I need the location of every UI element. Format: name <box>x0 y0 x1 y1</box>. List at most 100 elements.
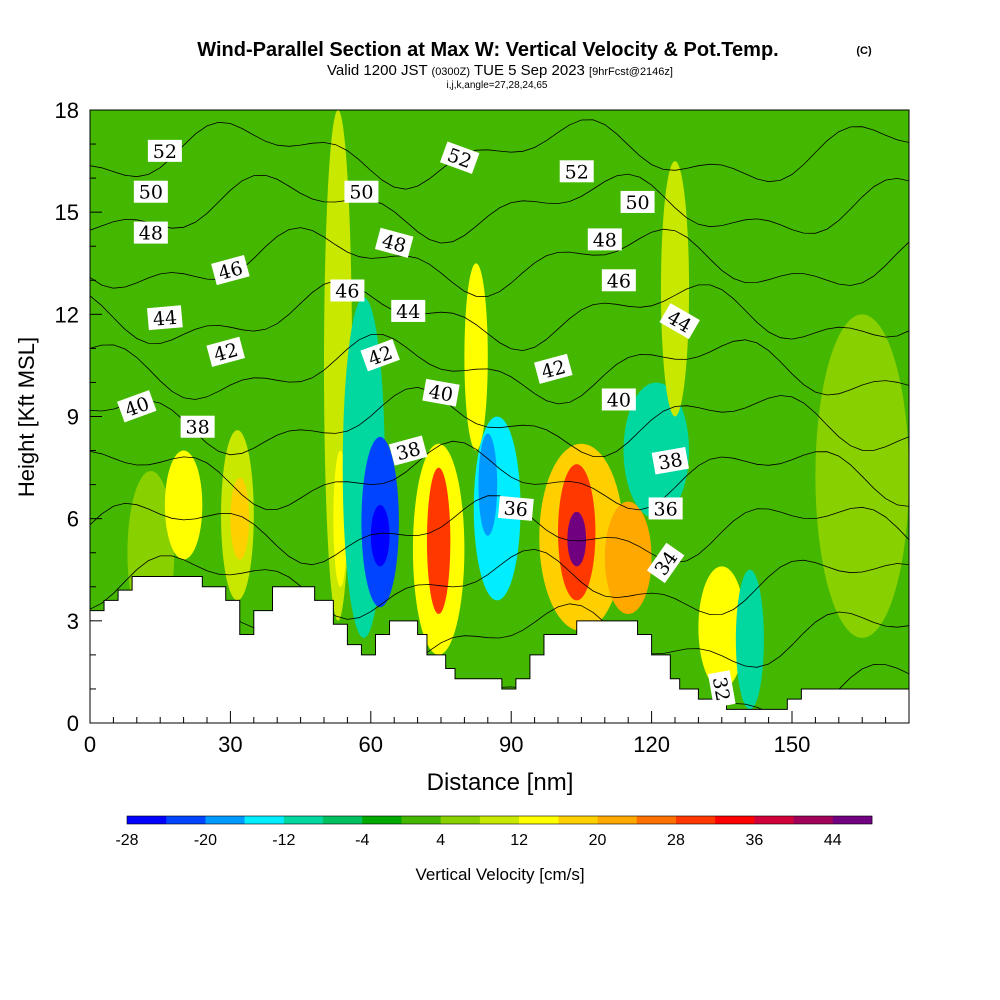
colorbar-swatch <box>558 816 598 824</box>
contour-label-text: 52 <box>153 141 177 163</box>
colorbar-tick-label: 12 <box>510 832 528 849</box>
contour-label-box <box>708 670 736 708</box>
colorbar-swatch <box>440 816 481 824</box>
colorbar: -28 -20 -12 -4 4 12 20 28 36 44 <box>115 815 873 849</box>
contour-label-text: 44 <box>152 307 178 331</box>
contour-label-box <box>211 255 250 286</box>
colorbar-tick-label: -4 <box>355 832 369 849</box>
contour-label-box <box>422 378 460 407</box>
contour-label-box <box>587 228 622 251</box>
y-tick-label: 15 <box>55 200 79 225</box>
contour-label-box <box>133 221 168 244</box>
colorbar-swatch <box>636 816 677 824</box>
contour-label-box <box>648 497 683 520</box>
contour-label-text: 48 <box>593 229 617 251</box>
contour-label-box <box>601 388 636 411</box>
contour-label-box <box>180 415 215 438</box>
velocity-cell <box>567 511 587 567</box>
colorbar-tick-label: 20 <box>589 832 607 849</box>
contour-label: 48 <box>587 228 622 251</box>
contour-label: 52 <box>147 139 182 163</box>
colorbar-swatch <box>401 816 441 824</box>
contour-label-box <box>133 180 168 203</box>
forecast-info: [9hrFcst@2146z] <box>589 66 673 78</box>
contour-label-text: 38 <box>657 449 685 475</box>
contour-label: 36 <box>497 496 534 521</box>
contour-label-box <box>497 496 534 521</box>
contour-label-box <box>646 542 685 584</box>
contour-label-box <box>559 160 594 183</box>
copyright-mark: (C) <box>856 45 872 57</box>
contour-label-text: 40 <box>427 381 455 407</box>
contour-label: 38 <box>651 446 689 475</box>
terrain <box>90 576 909 723</box>
contour-label-box <box>651 446 689 475</box>
contour-label-box <box>206 336 245 367</box>
contour-label: 50 <box>344 180 379 204</box>
contour-label-box <box>439 141 480 174</box>
velocity-cell <box>164 450 203 560</box>
colorbar-swatch <box>754 816 794 824</box>
theta-contour-line <box>90 173 909 244</box>
colorbar-tick-label: 28 <box>667 832 685 849</box>
velocity-cell <box>623 382 690 519</box>
figure-header: Wind-Parallel Section at Max W: Vertical… <box>197 39 872 91</box>
velocity-cell <box>660 161 690 417</box>
contour-label-box <box>374 227 414 258</box>
theta-contour-line <box>90 119 909 190</box>
y-tick-label: 9 <box>67 405 79 430</box>
contour-label-box <box>388 435 428 466</box>
contour-label-box <box>534 353 573 384</box>
y-axis: 0 3 6 9 12 15 18 <box>55 98 102 736</box>
x-axis-label: Distance [nm] <box>427 769 574 796</box>
contour-label-box <box>344 180 379 203</box>
colorbar-swatch <box>323 816 363 824</box>
x-tick-label: 30 <box>218 732 242 757</box>
grid-info: i,j,k,angle=27,28,24,65 <box>447 80 548 91</box>
contour-label-text: 50 <box>349 182 373 204</box>
velocity-cell <box>478 433 498 536</box>
contour-label-text: 46 <box>335 280 359 302</box>
theta-contour-line <box>90 280 909 352</box>
colorbar-tick-label: -12 <box>272 832 295 849</box>
contour-label: 38 <box>180 415 215 439</box>
colorbar-swatch <box>832 816 873 824</box>
contour-label-text: 50 <box>625 192 649 214</box>
y-tick-label: 6 <box>67 507 79 532</box>
contour-label-box <box>360 339 400 372</box>
contour-label: 40 <box>422 378 460 407</box>
colorbar-swatch <box>715 816 755 824</box>
contour-label-text: 44 <box>396 301 420 323</box>
contour-label: 38 <box>388 435 428 466</box>
colorbar-swatch <box>283 816 324 824</box>
y-tick-label: 3 <box>67 609 79 634</box>
theta-contour-line <box>90 495 909 566</box>
contour-label: 46 <box>330 279 365 302</box>
colorbar-swatch <box>519 816 559 824</box>
contour-label-text: 50 <box>139 182 163 204</box>
contour-label-text: 40 <box>607 389 631 411</box>
colorbar-tick-label: 36 <box>745 832 763 849</box>
colorbar-label: Vertical Velocity [cm/s] <box>415 865 584 884</box>
valid-prefix: Valid 1200 JST <box>327 62 427 79</box>
velocity-cell <box>230 477 250 560</box>
colorbar-swatch <box>675 816 716 824</box>
colorbar-swatch <box>166 816 206 824</box>
colorbar-swatch <box>793 816 834 824</box>
velocity-cell <box>698 566 746 689</box>
contour-label-text: 48 <box>139 223 163 245</box>
potential-temperature-contours <box>90 119 909 723</box>
contour-label: 42 <box>534 353 573 384</box>
vertical-velocity-field <box>127 110 909 710</box>
colorbar-swatch <box>479 816 520 824</box>
colorbar-tick-label: 4 <box>436 832 445 849</box>
y-tick-label: 12 <box>55 302 79 327</box>
y-tick-label: 18 <box>55 98 79 123</box>
x-axis: 0 30 60 90 120 150 <box>84 711 910 757</box>
theta-contour-line <box>90 386 909 457</box>
x-tick-label: 150 <box>774 732 811 757</box>
colorbar-frame <box>126 815 873 825</box>
contour-label: 46 <box>601 269 636 292</box>
